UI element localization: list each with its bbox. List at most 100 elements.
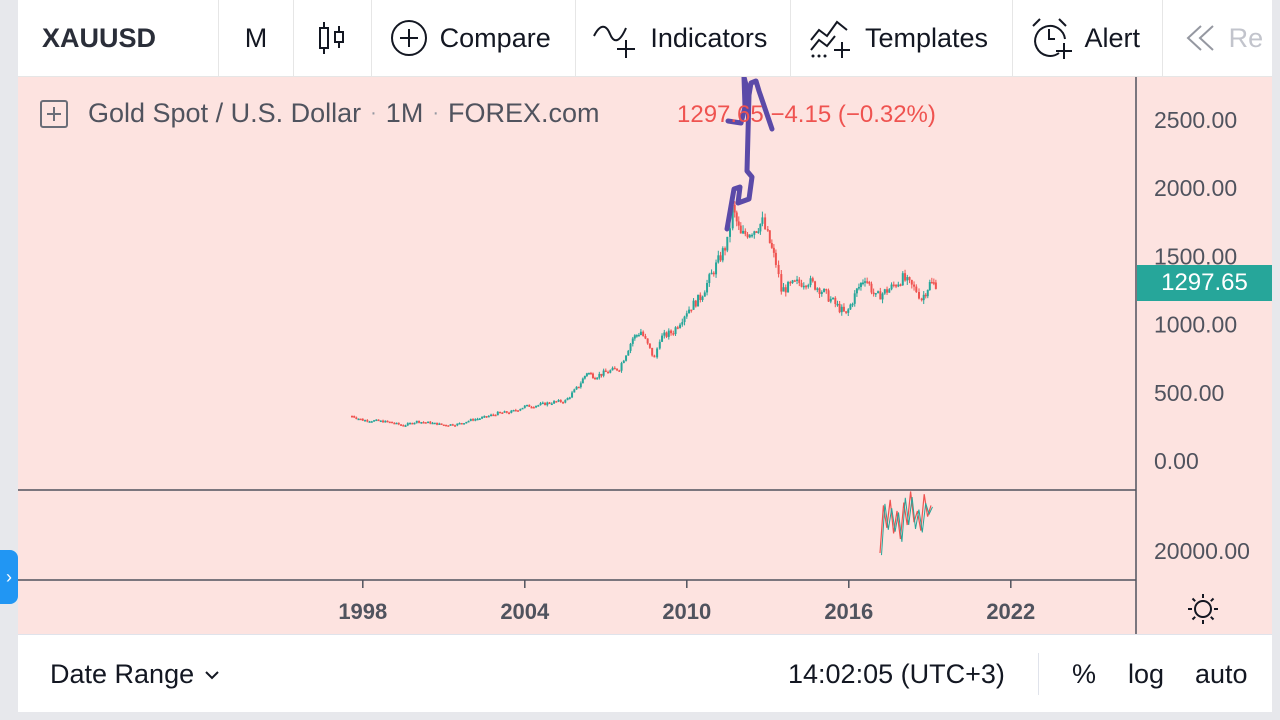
candle-body	[413, 422, 416, 425]
quote-change: −4.15 (−0.32%)	[770, 101, 936, 128]
candle-body	[729, 228, 731, 237]
candle-body	[550, 403, 553, 406]
candles-layer	[351, 201, 937, 427]
candle-body	[672, 333, 675, 335]
candle-body	[591, 373, 594, 378]
candle-body	[701, 296, 704, 301]
candle-body	[629, 343, 632, 351]
candle-body	[703, 292, 706, 297]
candle-body	[424, 422, 427, 424]
volume-layer	[879, 491, 933, 556]
candle-body	[388, 421, 391, 424]
candle-body	[393, 422, 396, 425]
candle-body	[442, 424, 445, 427]
candle-body	[366, 420, 369, 422]
candle-body	[890, 284, 893, 290]
candle-body	[415, 420, 418, 423]
log-scale-toggle[interactable]: log	[1128, 659, 1165, 689]
candle-body	[849, 304, 852, 310]
candle-body	[583, 375, 586, 379]
candle-body	[777, 264, 780, 275]
indicators-label: Indicators	[650, 22, 768, 53]
candle-body	[774, 252, 777, 265]
candle-body	[467, 420, 470, 423]
candle-body	[607, 371, 610, 374]
candle-body	[420, 422, 423, 424]
candle-body	[838, 303, 841, 313]
symbol-search-button[interactable]: XAUUSD	[18, 0, 219, 76]
candle-body	[609, 370, 612, 373]
candle-body	[397, 422, 400, 425]
candle-body	[454, 425, 457, 427]
candle-body	[906, 277, 909, 281]
candle-body	[447, 425, 450, 427]
plus-circle-icon	[390, 20, 427, 56]
candle-body	[864, 281, 866, 283]
alert-button[interactable]: Alert	[1013, 0, 1163, 76]
symbol-label: XAUUSD	[42, 22, 157, 53]
auto-scale-toggle[interactable]: auto	[1195, 659, 1248, 689]
candle-body	[483, 416, 486, 418]
candle-body	[667, 330, 670, 337]
candle-body	[505, 411, 508, 413]
candle-body	[499, 411, 502, 414]
candle-body	[382, 420, 385, 423]
candle-body	[789, 282, 792, 284]
candle-body	[589, 372, 592, 375]
candle-body	[791, 280, 794, 283]
candle-body	[568, 397, 571, 399]
templates-icon	[810, 20, 850, 58]
current-price-badge: 1297.65	[1137, 265, 1272, 301]
candle-body	[679, 324, 682, 328]
candle-body	[395, 422, 398, 425]
candle-body	[633, 335, 636, 339]
candle-body	[496, 411, 499, 416]
candle-body	[676, 327, 679, 329]
chart-style-button[interactable]	[294, 0, 372, 76]
candle-body	[904, 273, 907, 281]
legend-symbol-name: Gold Spot / U.S. Dollar	[88, 98, 362, 128]
candle-body	[780, 274, 783, 292]
candle-body	[377, 419, 380, 422]
candle-body	[879, 291, 882, 300]
candle-body	[715, 262, 718, 275]
interval-button[interactable]: M	[219, 0, 295, 76]
candle-body	[528, 404, 531, 407]
candle-body	[726, 236, 729, 251]
expand-sidebar-button[interactable]: ›	[0, 550, 18, 604]
candle-body	[600, 373, 603, 376]
candle-body	[566, 398, 569, 401]
candle-body	[697, 294, 700, 307]
candle-body	[717, 255, 720, 263]
templates-button[interactable]: Templates	[791, 0, 1013, 76]
candle-body	[924, 294, 927, 297]
candle-body	[877, 291, 880, 294]
percent-scale-toggle[interactable]: %	[1072, 659, 1097, 689]
candle-body	[739, 225, 742, 234]
compare-button[interactable]: Compare	[372, 0, 577, 76]
price-axis-tick: 500.00	[1154, 380, 1224, 406]
clock-timezone-button[interactable]: 14:02:05 (UTC+3)	[788, 659, 1005, 689]
expand-legend-icon[interactable]	[40, 99, 68, 128]
legend-interval: 1M	[385, 98, 424, 128]
replay-button[interactable]: Re	[1163, 0, 1272, 76]
chart-area[interactable]: 2500.00 2000.00 1500.00 1000.00 500.00 0.00 2…	[18, 77, 1272, 634]
candle-body	[934, 282, 937, 289]
chart-settings-icon[interactable]	[1188, 594, 1218, 624]
candle-body	[646, 338, 649, 344]
candle-body	[829, 298, 832, 302]
candle-body	[761, 217, 764, 224]
candle-body	[895, 285, 898, 287]
indicators-button[interactable]: Indicators	[576, 0, 791, 76]
candle-body	[519, 409, 522, 411]
candle-body	[688, 309, 691, 314]
candle-body	[602, 370, 605, 376]
date-range-button[interactable]: Date Range	[50, 659, 220, 690]
candle-body	[922, 294, 925, 301]
chevron-right-icon: ›	[6, 566, 12, 587]
candle-body	[379, 420, 382, 423]
candle-body	[557, 400, 560, 402]
candle-body	[579, 383, 582, 388]
candle-body	[908, 277, 911, 280]
